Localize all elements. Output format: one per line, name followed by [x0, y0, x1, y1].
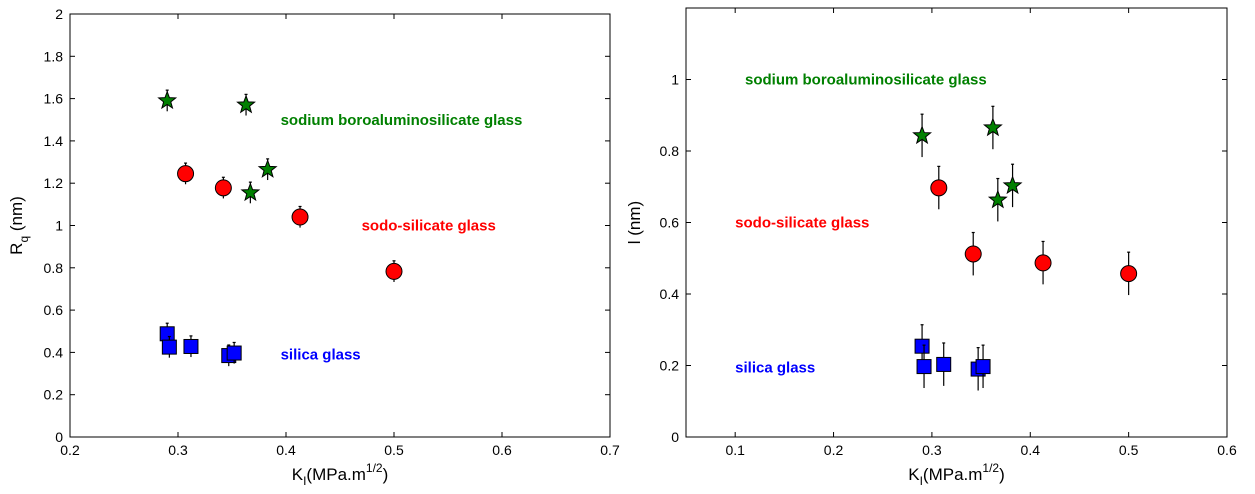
- data-point: [1120, 265, 1138, 283]
- plot-frame: [685, 7, 1228, 438]
- data-point: [914, 338, 930, 354]
- y-tick-label: 0.8: [660, 143, 680, 159]
- y-tick-label: 1.8: [44, 48, 64, 64]
- x-tick-label: 0.2: [60, 442, 80, 458]
- x-tick-label: 0.5: [1119, 442, 1139, 458]
- data-point: [987, 189, 1008, 209]
- y-tick-label: 0.4: [660, 286, 680, 302]
- data-point: [159, 326, 175, 342]
- x-tick-label: 0.1: [725, 442, 745, 458]
- series-annotation: sodo-silicate glass: [362, 218, 496, 235]
- data-point: [916, 359, 932, 375]
- x-tick-label: 0.5: [384, 442, 404, 458]
- series-annotation: silica glass: [735, 359, 815, 376]
- y-tick-label: 2: [55, 6, 63, 22]
- y-tick-label: 0.2: [44, 387, 64, 403]
- chart-panel-1: 0.2 0.3 0.4 0.5 0.6 0.700.20.40.60.811.21.41.…: [7, 6, 620, 488]
- y-tick-label: 1.2: [44, 175, 64, 191]
- data-point: [912, 125, 932, 145]
- series-square: [914, 324, 991, 391]
- x-tick-label: 0.3: [922, 442, 942, 458]
- data-point: [214, 179, 232, 197]
- data-point: [226, 345, 242, 361]
- series-star: [157, 89, 278, 204]
- x-axis-label: KI(MPa.m1/2): [292, 461, 389, 488]
- series-annotation: silica glass: [281, 347, 361, 364]
- data-point: [236, 94, 256, 114]
- x-tick-label: 0.3: [168, 442, 188, 458]
- y-tick-label: 1: [671, 72, 679, 88]
- data-point: [1034, 254, 1052, 272]
- data-point: [930, 179, 948, 197]
- data-point: [183, 338, 199, 354]
- data-point: [240, 182, 261, 202]
- plot-frame: [69, 13, 611, 438]
- y-tick-label: 0.6: [660, 215, 680, 231]
- data-point: [257, 159, 278, 178]
- x-tick-label: 0.4: [276, 442, 296, 458]
- series-circle: [177, 162, 403, 282]
- data-point: [157, 90, 178, 110]
- data-point: [385, 262, 403, 280]
- y-tick-label: 0: [671, 429, 679, 445]
- y-tick-label: 0.4: [44, 344, 64, 360]
- y-axis-label: l (nm): [625, 201, 644, 244]
- y-tick-label: 1: [55, 218, 63, 234]
- series-circle: [930, 165, 1138, 296]
- data-point: [291, 208, 309, 226]
- series-annotation: sodo-silicate glass: [735, 215, 869, 232]
- x-tick-label: 0.6: [1217, 442, 1237, 458]
- series-square: [159, 322, 242, 367]
- series-star: [912, 105, 1023, 222]
- data-point: [982, 117, 1003, 137]
- x-tick-label: 0.6: [492, 442, 512, 458]
- series-annotation: sodium boroaluminosilicate glass: [281, 112, 523, 129]
- y-tick-label: 0.2: [660, 358, 680, 374]
- data-point: [161, 339, 177, 355]
- x-tick-label: 0.2: [824, 442, 844, 458]
- data-point: [177, 165, 195, 183]
- x-tick-label: 0.4: [1021, 442, 1041, 458]
- chart-panel-2: 0.1 0.2 0.3 0.4 0.5 0.6 0 0.2 0.4 0.6 0.8 1 KI(MPa.m…: [625, 7, 1237, 488]
- data-point: [964, 245, 982, 263]
- x-axis-label: KI(MPa.m1/2): [908, 461, 1005, 488]
- data-point: [1002, 175, 1023, 195]
- y-tick-label: 1.6: [44, 91, 64, 107]
- y-axis-label: Rq (nm): [7, 196, 31, 255]
- x-tick-label: 0.7: [600, 442, 620, 458]
- y-tick-label: 1.4: [44, 133, 64, 149]
- data-point: [936, 356, 952, 372]
- series-annotation: sodium boroaluminosilicate glass: [745, 72, 987, 89]
- y-tick-label: 0: [55, 429, 63, 445]
- data-point: [975, 359, 991, 375]
- y-tick-label: 0.6: [44, 302, 64, 318]
- y-tick-label: 0.8: [44, 260, 64, 276]
